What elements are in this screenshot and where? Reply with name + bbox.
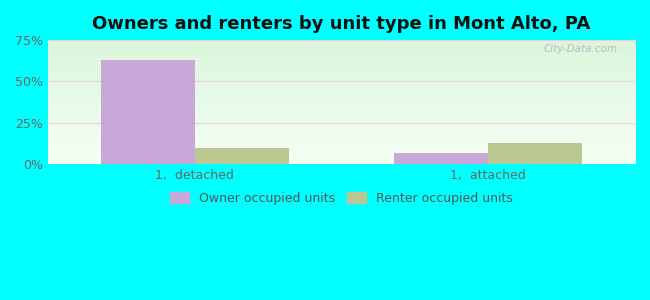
Title: Owners and renters by unit type in Mont Alto, PA: Owners and renters by unit type in Mont … (92, 15, 591, 33)
Bar (194, 148, 289, 164)
Legend: Owner occupied units, Renter occupied units: Owner occupied units, Renter occupied un… (165, 187, 518, 210)
Bar (488, 143, 582, 164)
Text: City-Data.com: City-Data.com (543, 44, 618, 54)
Bar (101, 60, 194, 164)
Bar (395, 153, 488, 164)
